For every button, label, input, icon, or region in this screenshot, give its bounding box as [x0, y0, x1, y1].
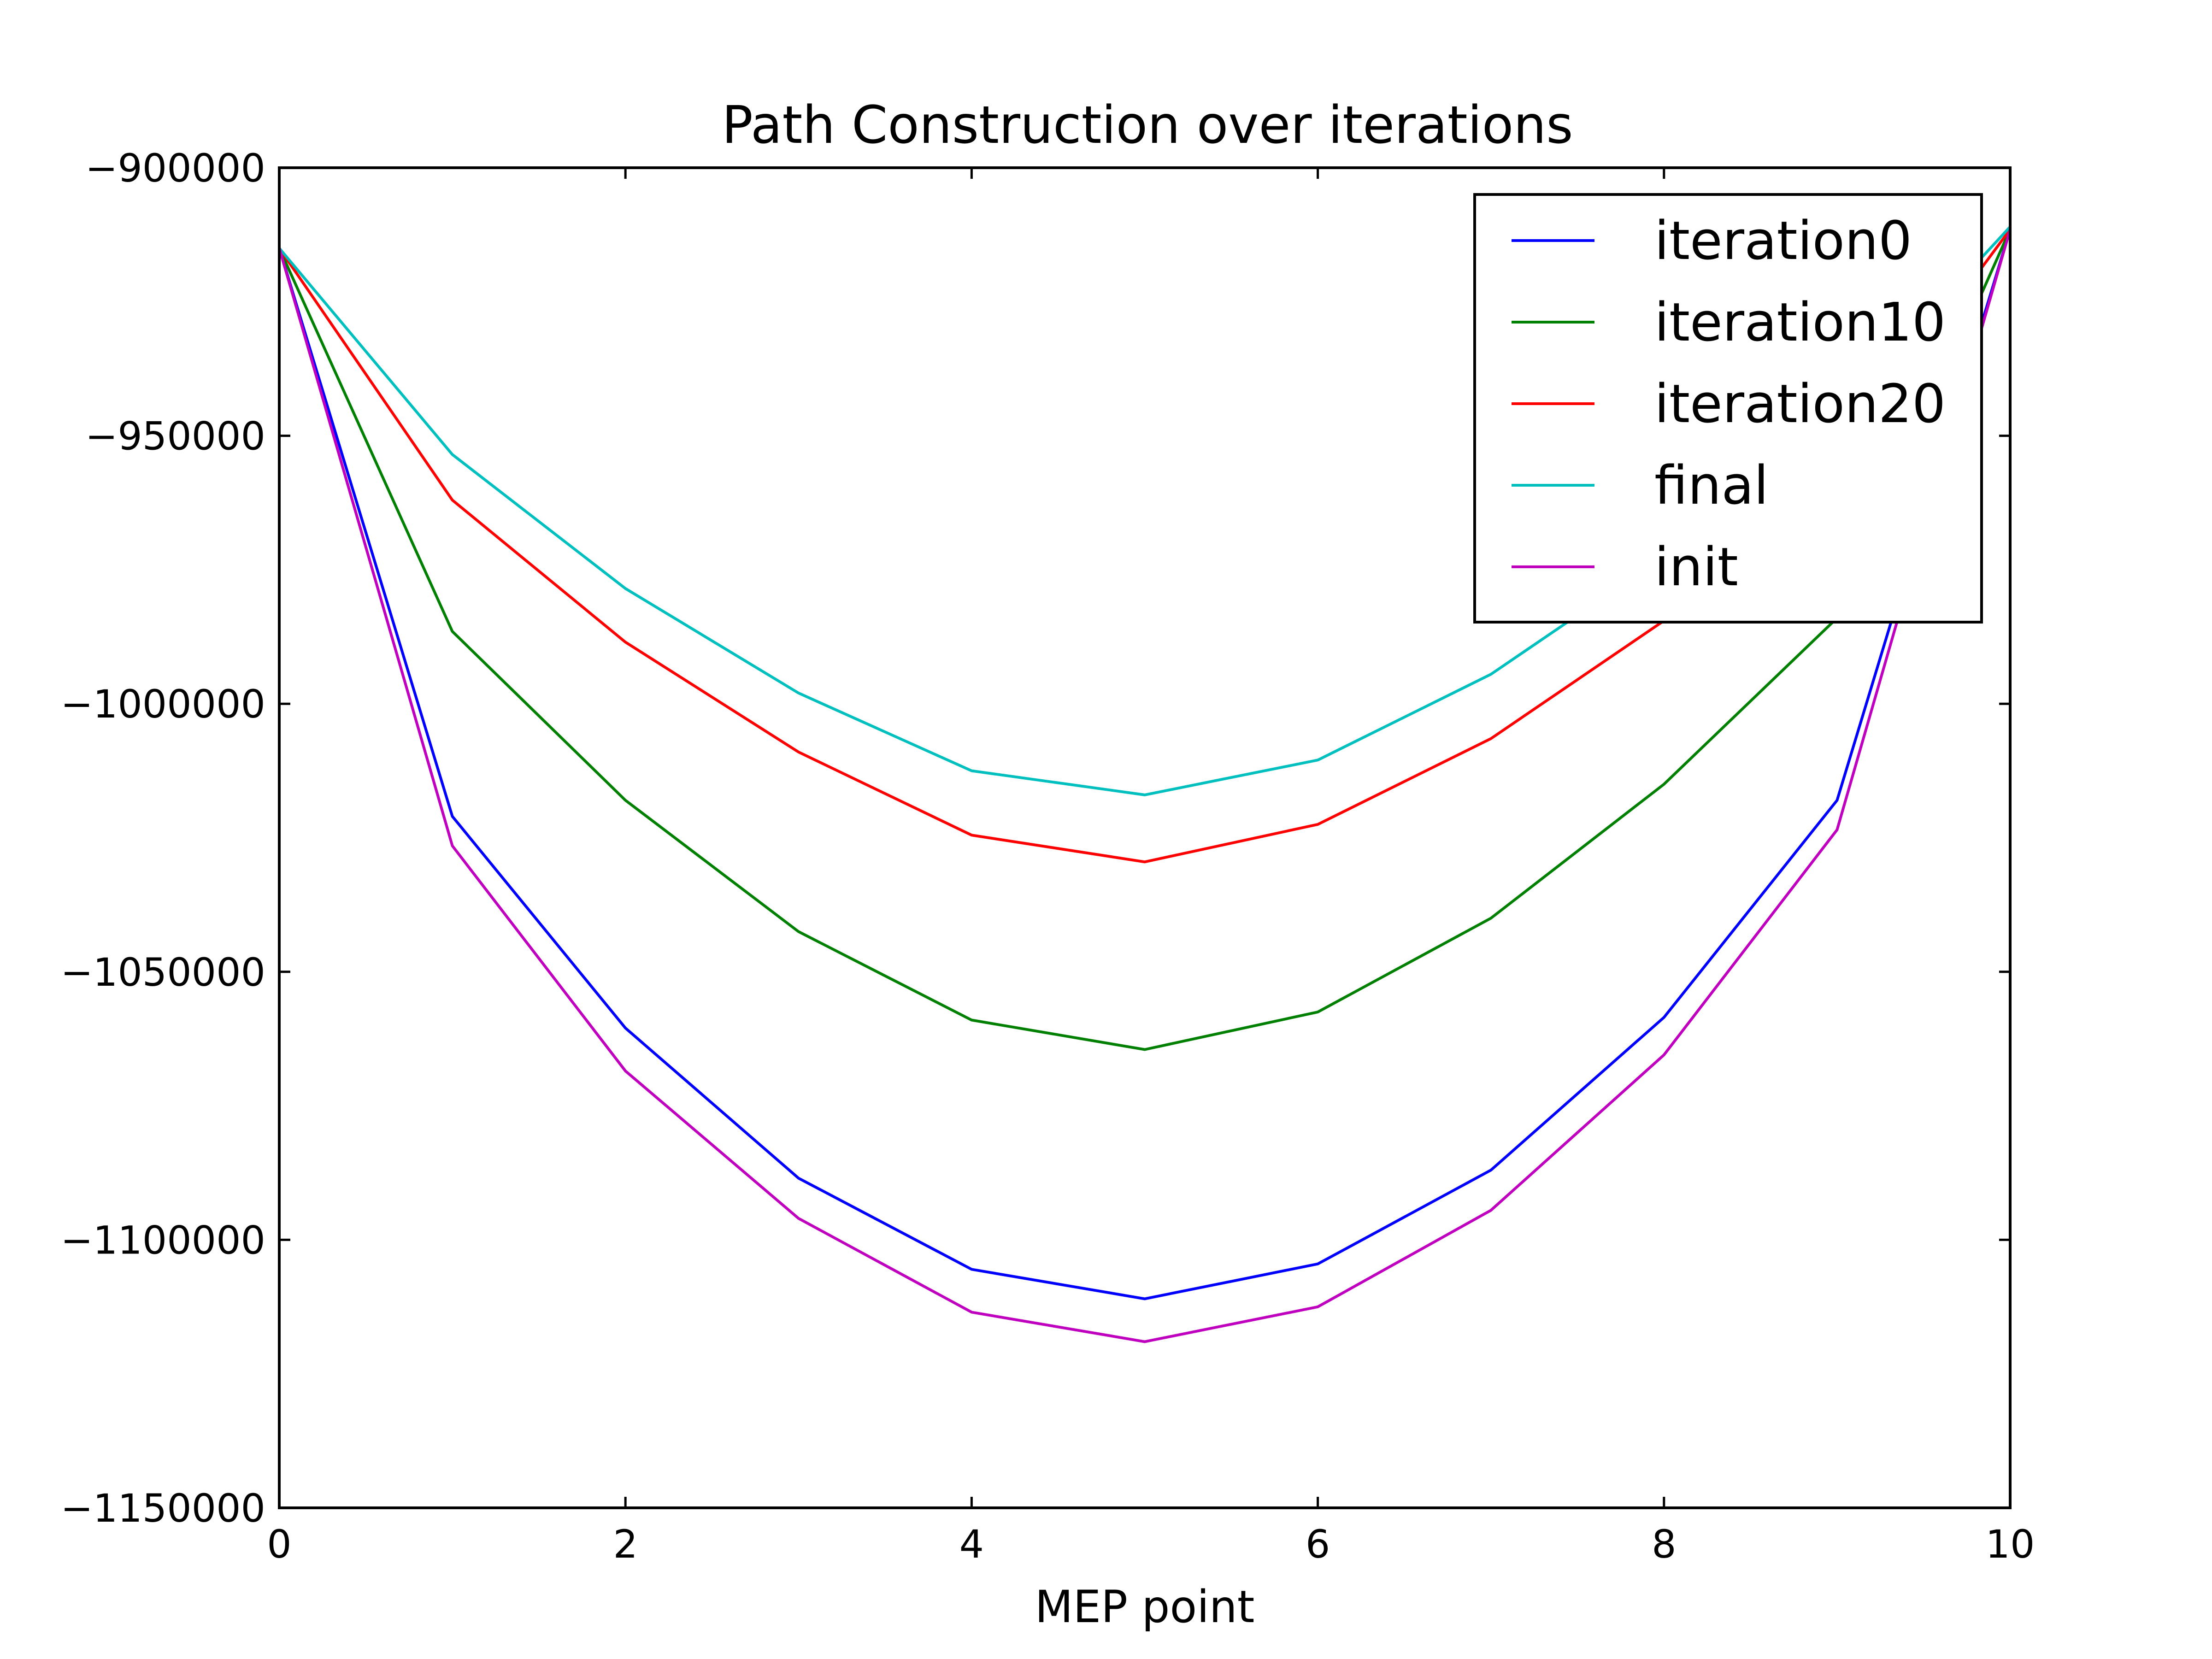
x-tick-label: 6	[1306, 1522, 1330, 1567]
x-tick-label: 10	[1986, 1522, 2035, 1567]
series-line-iteration10	[278, 229, 2012, 1051]
legend-label-init: init	[1654, 536, 1738, 598]
y-tick-label: −950000	[85, 414, 265, 459]
x-tick-label: 2	[613, 1522, 637, 1567]
legend: iteration0 iteration10 iteration20 final ini…	[1473, 193, 1983, 624]
x-tick-label: 4	[959, 1522, 984, 1567]
tick-layer: 0 2 4 6 8 10 −900000 −950000 −1000000 −1050000 −11…	[61, 146, 2035, 1567]
x-tick-label: 0	[267, 1522, 291, 1567]
y-tick-label: −1100000	[61, 1218, 266, 1263]
legend-label-iteration0: iteration0	[1654, 210, 1912, 272]
series-line-iteration0	[278, 229, 2012, 1300]
series-layer	[278, 225, 2012, 1343]
y-tick-label: −1150000	[61, 1486, 266, 1531]
series-line-init	[278, 229, 2012, 1343]
legend-box	[1473, 193, 1983, 624]
plot-area-frame	[278, 166, 2012, 1509]
y-tick-label: −900000	[85, 146, 265, 191]
legend-label-final: final	[1654, 455, 1769, 517]
legend-label-iteration20: iteration20	[1654, 373, 1946, 435]
x-tick-label: 8	[1652, 1522, 1676, 1567]
chart-title: Path Construction over iterations	[722, 95, 1573, 155]
y-tick-label: −1000000	[61, 682, 266, 727]
y-tick-label: −1050000	[61, 950, 266, 995]
legend-label-iteration10: iteration10	[1654, 292, 1946, 353]
x-axis-title: MEP point	[1035, 1581, 1255, 1633]
